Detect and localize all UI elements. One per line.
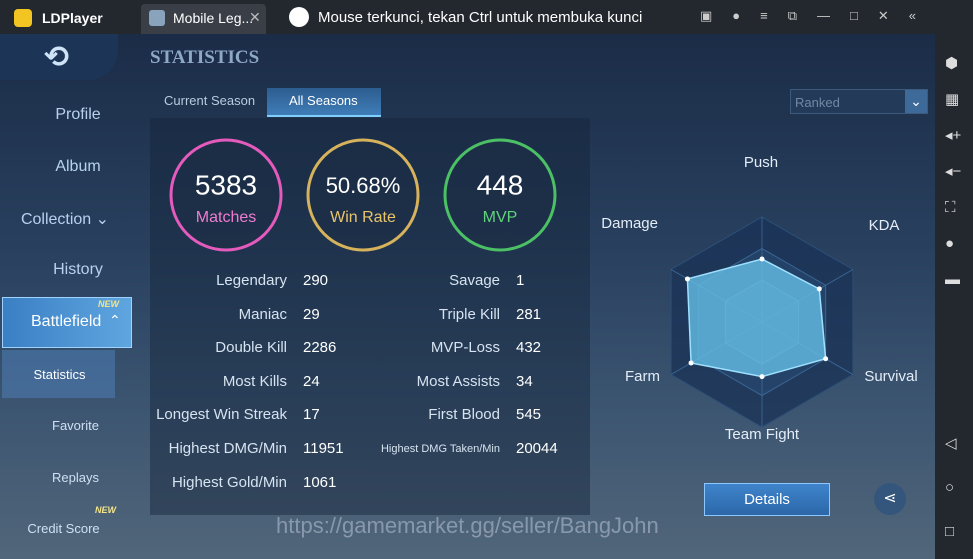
side-item[interactable]: Profile (55, 106, 101, 123)
nav-icons[interactable]: ◁ ○ □ (945, 435, 957, 540)
side-item[interactable]: Collection ⌄ (20, 211, 110, 228)
side-item-active[interactable]: Battlefield ⌃ NEW (2, 297, 132, 348)
side-item-label: Collection (20, 211, 92, 228)
side-item[interactable]: History (53, 261, 103, 278)
details-button[interactable]: Details (704, 483, 830, 516)
summary-ring (306, 138, 420, 252)
stat-value: 29 (303, 305, 320, 323)
dropdown-label: Ranked (795, 95, 840, 110)
stat-label: Savage (449, 272, 500, 289)
tab-current-season[interactable]: Current Season (164, 93, 256, 108)
stat-value: 432 (516, 339, 542, 357)
expand-icon: ⌃ (109, 312, 121, 328)
side-item-label: Battlefield (31, 313, 102, 330)
stat-value: 17 (303, 406, 320, 424)
summary-ring (169, 138, 283, 252)
summary-ring (443, 138, 557, 252)
sub-item[interactable]: Credit Score (27, 521, 100, 536)
summary-label: MVP (483, 209, 518, 226)
stat-value: 34 (516, 372, 533, 390)
dropdown-arrow: ⌄ (905, 90, 927, 113)
side-item[interactable]: Album (55, 158, 101, 175)
new-badge: NEW (98, 299, 119, 309)
new-badge: NEW (95, 505, 116, 515)
stat-label: MVP-Loss (430, 339, 500, 357)
tab-all-seasons[interactable]: All Seasons (267, 88, 381, 117)
summary-label: Win Rate (330, 209, 396, 226)
radar-point (823, 356, 829, 362)
sub-item-label: Statistics (33, 367, 86, 382)
stat-label: Double Kill (215, 339, 287, 357)
stat-label: Highest DMG/Min (168, 440, 287, 457)
stat-value: 2286 (303, 339, 337, 357)
radar-point (684, 276, 690, 282)
radar-point (688, 360, 694, 366)
tab-icon (149, 10, 165, 26)
stat-label: Most Kills (222, 372, 287, 390)
stats-graphics: 5383 Matches 50.68% Win Rate 448 MVP Push KDA Su… (169, 138, 918, 443)
summary-value: 448 (477, 169, 524, 200)
stat-label: Most Assists (416, 372, 500, 390)
stat-value: 545 (516, 406, 542, 424)
radar-axis-label: Survival (864, 368, 917, 385)
radar-axis-label: Farm (625, 368, 660, 385)
radar-axis-label: Push (744, 154, 778, 171)
sub-item-active[interactable]: Statistics (2, 350, 115, 398)
stat-label: Maniac (238, 305, 287, 323)
summary-value: 50.68% (326, 173, 401, 198)
stat-value: 1061 (303, 473, 337, 491)
lock-notice: Mouse terkunci, tekan Ctrl untuk membuka… (318, 9, 643, 26)
title-bar: LDPlayer Mobile Leg... ✕ Mouse terkunci,… (0, 0, 973, 34)
watermark: https://gamemarket.gg/seller/BangJohn (276, 513, 659, 538)
radar-axis-label: Team Fight (725, 426, 800, 443)
radar-axis-label: Damage (601, 215, 658, 232)
stat-value: 281 (516, 305, 542, 323)
page-title: STATISTICS (150, 47, 260, 68)
radar-axis-label: KDA (869, 217, 900, 234)
summary-value: 5383 (195, 169, 257, 200)
game-screen: ⟲ Profile Album Collection ⌄ History Bat… (0, 34, 935, 559)
window-controls[interactable]: ▣●≡⧉—□✕« (700, 8, 936, 23)
stat-value: 11951 (303, 440, 344, 457)
side-toolbar: ⬢ ▦ ◂+ ◂− ⛶ ● ▬ ◁ ○ □ (935, 34, 973, 559)
stat-label: Highest DMG Taken/Min (380, 443, 500, 455)
stat-value: 24 (303, 372, 320, 390)
stat-label: First Blood (428, 406, 500, 424)
stat-label: Legendary (216, 272, 287, 289)
sub-item[interactable]: Favorite (52, 418, 99, 433)
stat-label: Triple Kill (438, 305, 500, 323)
app-name: LDPlayer (42, 10, 103, 26)
lock-icon (289, 7, 309, 27)
radar-point (759, 374, 765, 380)
stat-value: 20044 (516, 440, 558, 457)
dropdown[interactable]: Ranked ⌄ (790, 89, 928, 114)
stat-label: Longest Win Streak (156, 406, 287, 424)
app-logo (14, 9, 32, 27)
tool-icons[interactable]: ⬢ ▦ ◂+ ◂− ⛶ ● ▬ (945, 55, 962, 288)
radar-point (816, 286, 822, 292)
radar-point (759, 256, 765, 262)
tab-title: Mobile Leg... (173, 10, 254, 26)
stat-value: 1 (516, 272, 525, 289)
tab-label: All Seasons (289, 93, 358, 108)
stat-label: Highest Gold/Min (171, 473, 287, 491)
share-button[interactable]: ⋖ (874, 483, 906, 515)
sub-item[interactable]: Replays (52, 470, 99, 485)
summary-label: Matches (196, 209, 256, 226)
tab[interactable]: Mobile Leg... ✕ (141, 4, 266, 34)
back-arrow: ⟲ (44, 41, 70, 74)
back-button[interactable]: ⟲ (0, 34, 118, 80)
tab-close[interactable]: ✕ (249, 9, 261, 25)
stat-value: 290 (303, 272, 329, 289)
